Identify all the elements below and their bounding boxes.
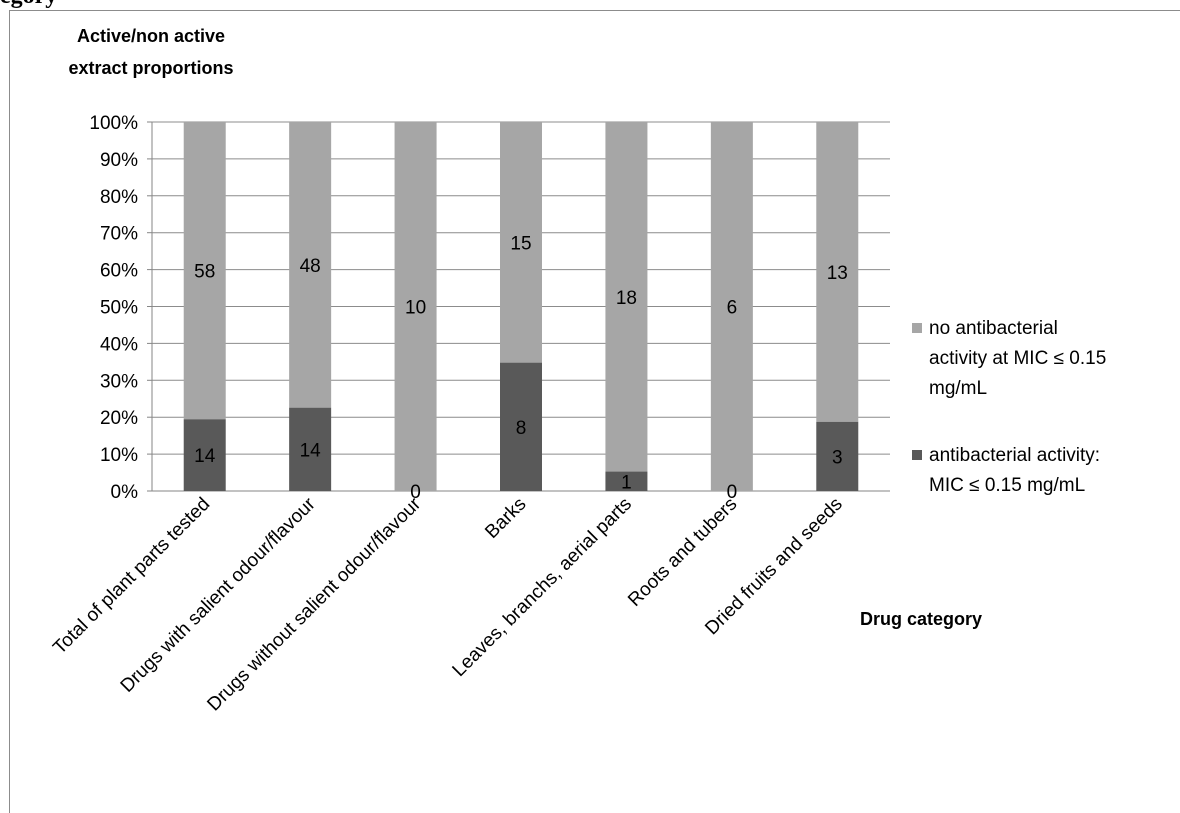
legend-label: MIC ≤ 0.15 mg/mL	[929, 475, 1085, 496]
bar-segment-no-activity	[605, 122, 648, 472]
data-label-activity: 0	[727, 482, 738, 503]
y-axis-title: Active/non active extract proportions	[36, 20, 266, 84]
bar-segment-activity	[816, 421, 859, 491]
frame-border-left	[9, 10, 10, 813]
x-category-label: Barks	[481, 494, 530, 543]
data-label-activity: 8	[516, 418, 527, 439]
y-tick-label: 50%	[100, 298, 138, 319]
frame-border-top	[9, 10, 1180, 11]
x-axis-title: Drug category	[860, 609, 982, 629]
data-label-activity: 0	[410, 482, 421, 503]
legend-label: mg/mL	[929, 378, 987, 399]
bar-segment-activity	[605, 471, 648, 491]
data-label-no-activity: 6	[727, 298, 738, 319]
y-tick-label: 40%	[100, 334, 138, 355]
bar-segment-activity	[183, 419, 226, 491]
data-label-activity: 1	[621, 472, 632, 493]
data-label-no-activity: 48	[300, 256, 321, 277]
y-axis-title-line: Active/non active	[76, 26, 226, 46]
bar-segment-activity	[500, 362, 542, 491]
bar-segment-no-activity	[289, 122, 332, 408]
y-tick-label: 100%	[89, 113, 138, 134]
y-tick-label: 80%	[100, 187, 138, 208]
bar-segment-no-activity	[500, 122, 542, 363]
data-label-activity: 14	[194, 446, 216, 467]
legend-label: activity at MIC ≤ 0.15	[929, 348, 1106, 369]
bar-segment-no-activity	[710, 122, 753, 491]
y-tick-label: 90%	[100, 150, 138, 171]
bar-segment-no-activity	[394, 122, 437, 491]
data-label-no-activity: 58	[194, 262, 215, 283]
x-category-label: Drugs with salient odour/flavour	[117, 493, 321, 697]
y-tick-label: 20%	[100, 408, 138, 429]
y-tick-label: 10%	[100, 445, 138, 466]
bar-segment-no-activity	[183, 122, 226, 420]
x-category-label: Roots and tubers	[624, 494, 741, 611]
x-category-label: Drugs without salient odour/flavour	[203, 493, 425, 715]
data-label-no-activity: 18	[616, 288, 637, 309]
bar-segment-no-activity	[816, 122, 859, 422]
bar-segment-activity	[289, 407, 332, 491]
x-category-label: Leaves, branchs, aerial parts	[449, 494, 636, 681]
data-label-no-activity: 10	[405, 298, 426, 319]
data-label-activity: 14	[300, 440, 322, 461]
y-tick-label: 60%	[100, 261, 138, 282]
legend-swatch	[912, 450, 922, 460]
data-label-no-activity: 15	[510, 233, 531, 254]
y-tick-label: 70%	[100, 224, 138, 245]
y-tick-label: 0%	[111, 482, 139, 503]
data-label-activity: 3	[832, 447, 843, 468]
y-axis-title-line: extract proportions	[68, 58, 234, 78]
legend-label: antibacterial activity:	[929, 445, 1100, 466]
legend-swatch	[912, 323, 922, 333]
data-label-no-activity: 13	[827, 263, 848, 284]
legend-label: no antibacterial	[929, 318, 1058, 339]
cut-off-heading: egory	[0, 0, 57, 10]
y-tick-label: 30%	[100, 371, 138, 392]
